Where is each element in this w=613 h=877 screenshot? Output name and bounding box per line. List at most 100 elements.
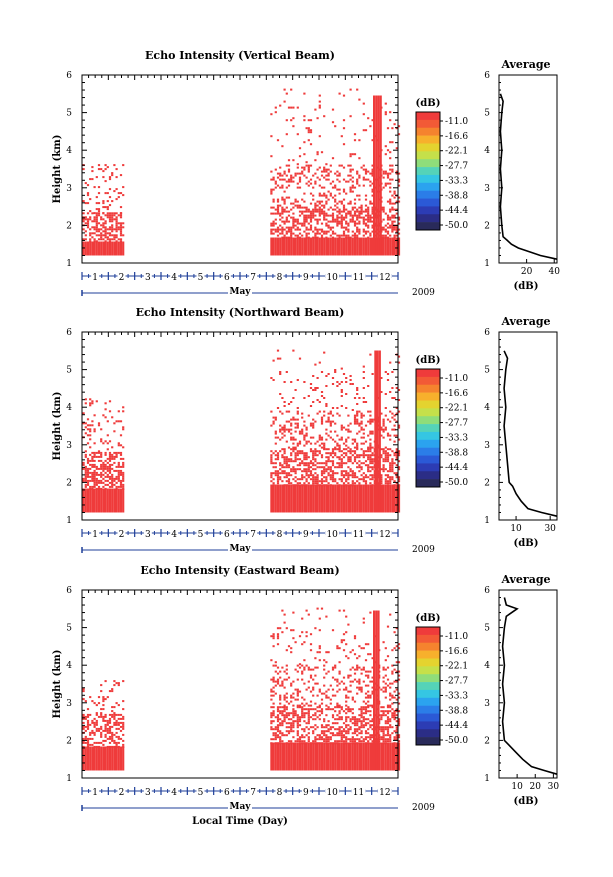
echo-cell	[104, 500, 107, 503]
echo-cell	[272, 247, 275, 250]
echo-cell	[106, 241, 109, 244]
echo-cell	[360, 488, 363, 491]
echo-cell	[325, 486, 328, 489]
echo-cell	[316, 490, 319, 493]
echo-cell	[358, 424, 361, 427]
echo-cell	[292, 239, 295, 242]
echo-cell	[378, 356, 381, 359]
echo-cell	[285, 410, 288, 413]
echo-cell	[389, 448, 392, 451]
echo-cell	[342, 490, 346, 493]
echo-cell	[345, 454, 348, 457]
echo-cell	[320, 245, 324, 248]
echo-cell	[290, 468, 293, 471]
echo-cell	[281, 426, 284, 429]
echo-cell	[325, 196, 328, 199]
echo-cell	[379, 181, 382, 184]
echo-cell	[393, 414, 396, 417]
echo-cell	[391, 508, 394, 511]
echo-cell	[314, 442, 317, 445]
echo-cell	[303, 174, 306, 177]
echo-cell	[113, 492, 116, 495]
echo-cell	[389, 218, 392, 221]
echo-cell	[301, 198, 304, 201]
echo-cell	[395, 170, 398, 173]
echo-cell	[325, 375, 328, 377]
echo-cell	[111, 228, 114, 231]
echo-cell	[373, 173, 376, 176]
echo-cell	[100, 232, 103, 235]
echo-cell	[358, 397, 361, 399]
echo-cell	[274, 237, 277, 240]
echo-cell	[301, 492, 304, 495]
echo-cell	[283, 228, 286, 231]
echo-cell	[285, 484, 288, 487]
echo-cell	[303, 468, 306, 471]
echo-cell	[281, 466, 284, 469]
echo-cell	[309, 448, 313, 451]
echo-cell	[349, 178, 352, 181]
echo-cell	[89, 502, 92, 505]
echo-cell	[347, 234, 350, 237]
echo-cell	[296, 498, 299, 501]
echo-cell	[336, 178, 339, 181]
echo-cell	[274, 462, 277, 465]
echo-cell	[104, 232, 107, 235]
echo-cell	[272, 188, 275, 191]
echo-cell	[119, 471, 123, 474]
echo-cell	[347, 458, 350, 461]
echo-cell	[356, 245, 359, 248]
echo-cell	[301, 172, 304, 175]
echo-cell	[287, 474, 291, 477]
echo-cell	[281, 506, 284, 509]
echo-cell	[369, 220, 372, 223]
echo-cell	[279, 502, 282, 505]
echo-cell	[376, 378, 379, 381]
echo-cell	[320, 416, 324, 419]
echo-cell	[395, 147, 398, 150]
echo-cell	[375, 247, 378, 250]
echo-cell	[331, 472, 335, 475]
echo-cell	[100, 241, 103, 244]
echo-cell	[108, 251, 112, 254]
echo-cell	[376, 380, 379, 383]
echo-cell	[285, 247, 288, 250]
echo-cell	[97, 494, 101, 497]
echo-cell	[316, 462, 319, 465]
echo-cell	[356, 226, 359, 229]
echo-cell	[379, 205, 382, 208]
echo-cell	[91, 492, 94, 495]
echo-cell	[84, 496, 87, 499]
echo-cell	[307, 239, 310, 242]
echo-cell	[395, 510, 398, 513]
echo-cell	[327, 482, 330, 485]
echo-cell	[298, 510, 302, 513]
echo-cell	[386, 214, 390, 217]
echo-cell	[84, 422, 87, 425]
echo-cell	[342, 470, 346, 473]
echo-cell	[377, 159, 380, 162]
echo-cell	[353, 460, 357, 463]
echo-cell	[276, 488, 280, 491]
echo-cell	[276, 407, 280, 409]
echo-cell	[369, 456, 372, 459]
echo-cell	[86, 494, 90, 497]
echo-cell	[285, 506, 288, 509]
echo-cell	[376, 390, 379, 393]
echo-cell	[316, 387, 319, 389]
echo-cell	[111, 490, 114, 493]
echo-cell	[376, 436, 379, 439]
echo-cell	[374, 400, 377, 403]
echo-cell	[108, 506, 112, 509]
echo-cell	[86, 469, 90, 472]
echo-cell	[303, 206, 306, 209]
echo-cell	[369, 462, 372, 465]
echo-cell	[119, 473, 123, 476]
echo-cell	[292, 478, 295, 481]
echo-cell	[374, 388, 377, 391]
echo-cell	[379, 157, 382, 160]
echo-cell	[349, 241, 352, 244]
echo-cell	[378, 382, 381, 385]
echo-cell	[320, 470, 324, 473]
echo-cell	[303, 504, 306, 507]
